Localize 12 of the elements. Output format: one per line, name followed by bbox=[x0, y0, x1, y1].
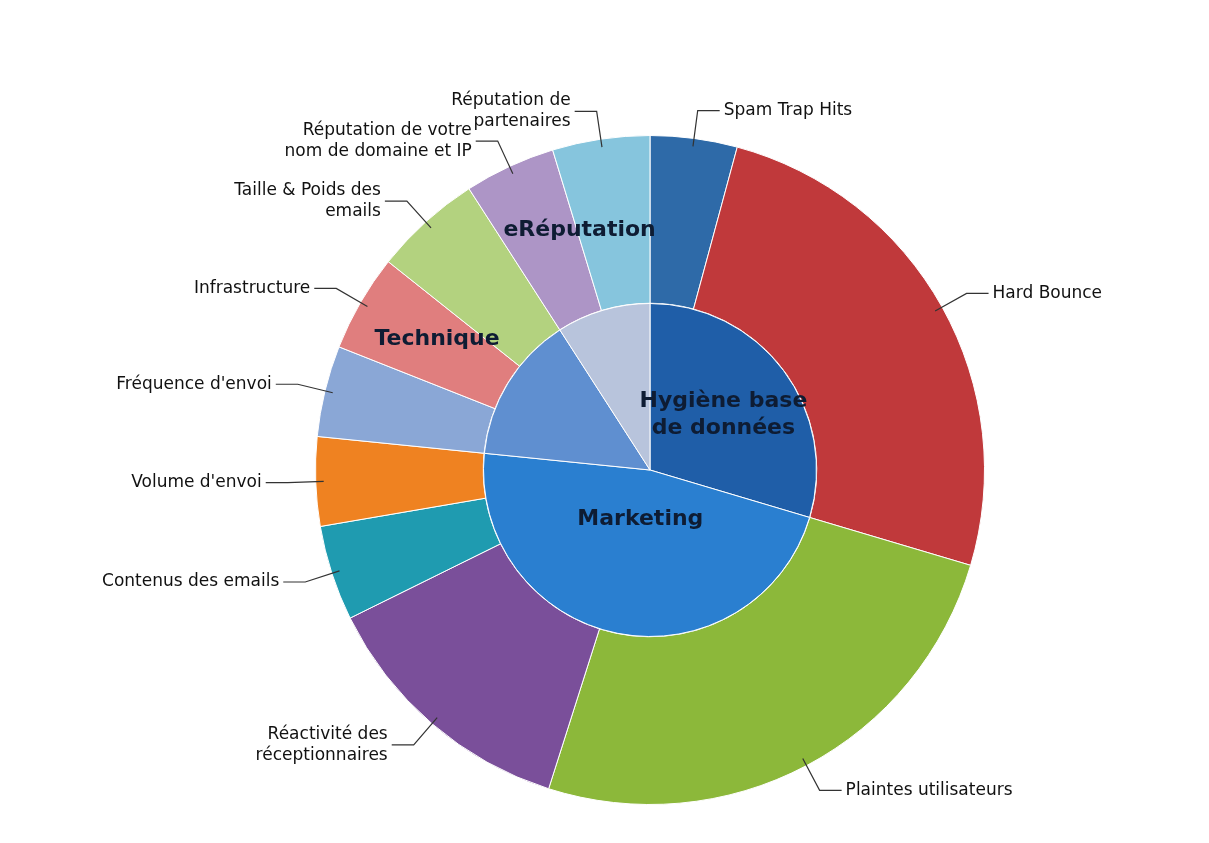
slice-label: Fréquence d'envoi bbox=[116, 372, 272, 393]
slice-label: Hard Bounce bbox=[992, 281, 1103, 302]
slice-label: Réactivité des réceptionnaires bbox=[255, 722, 388, 764]
slice-label: Taille & Poids des emails bbox=[233, 179, 382, 221]
slice-label: Contenus des emails bbox=[102, 570, 280, 591]
slice-label: Plaintes utilisateurs bbox=[845, 778, 1013, 799]
slice-label: Technique bbox=[374, 325, 500, 351]
slice-label: Marketing bbox=[577, 504, 704, 530]
slice-label: Réputation de votre nom de domaine et IP bbox=[284, 118, 472, 160]
slice-label: Spam Trap Hits bbox=[723, 99, 853, 120]
slice-label: Volume d'envoi bbox=[131, 470, 262, 491]
slice-label: Infrastructure bbox=[193, 276, 311, 297]
